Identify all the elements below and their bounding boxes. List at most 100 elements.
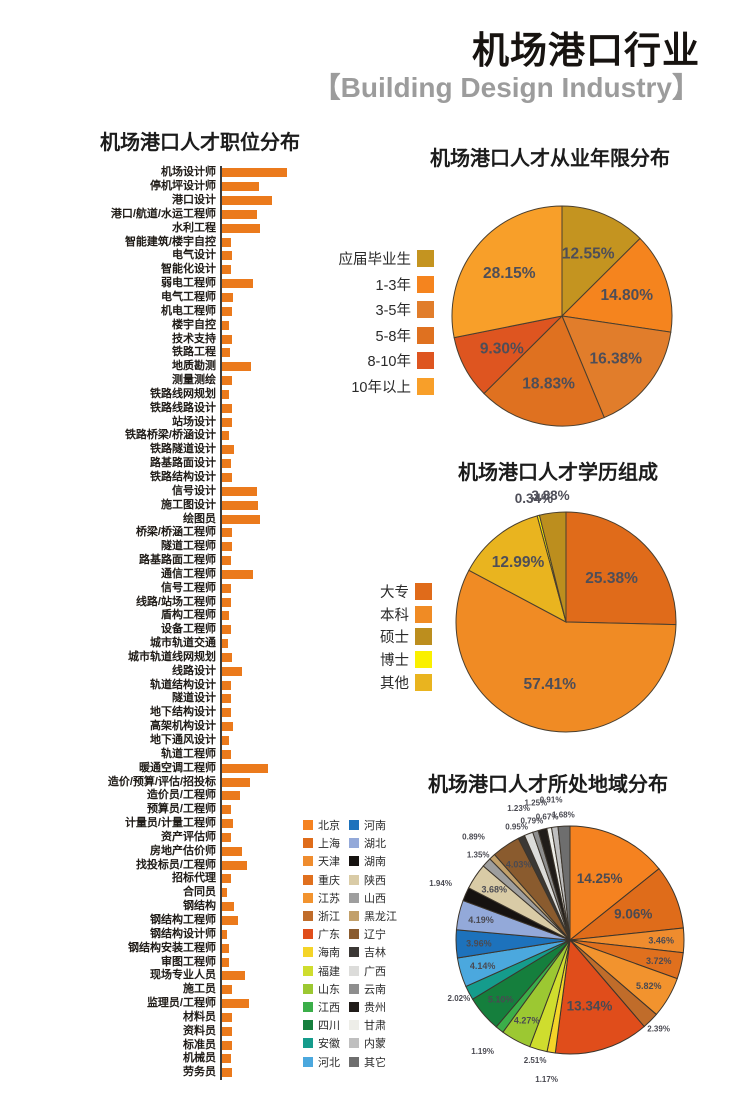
bar-label: 站场设计 [172,415,216,428]
bar [222,666,243,676]
bar-axis-area [220,539,318,554]
bar-label: 技术支持 [172,332,216,345]
legend-swatch [303,874,313,885]
bar [222,251,232,261]
legend-swatch [415,582,432,600]
bar-row: 设备工程师 [8,622,318,637]
bar-row: 电气工程师 [8,290,318,305]
legend-label: 硕士 [380,630,409,647]
legend-item: 湖南 [349,852,397,870]
bar-axis-area [220,318,318,333]
bar [222,348,230,358]
bar [222,860,247,870]
bar-label: 轨道结构设计 [150,678,216,691]
bar-axis-area [220,885,318,900]
bar-axis-area [220,650,318,665]
legend-column: 河南 湖北 湖南 陕西 山西 黑龙江 辽宁 吉林 广西 云南 贵州 甘肃 内蒙 其它 [349,816,397,1071]
legend-swatch [349,856,359,867]
pie-value-label: 1.25% [524,799,547,808]
bar-axis-area [220,927,318,942]
pie-value-label: 9.06% [614,907,652,922]
pie-value-label: 2.39% [647,1025,670,1034]
legend-item: 博士 [330,648,432,671]
experience-pie-title: 机场港口人才从业年限分布 [430,148,670,170]
bar-row: 铁路工程 [8,345,318,360]
bar-axis-area [220,179,318,194]
bar-row: 地下通风设计 [8,733,318,748]
bar-axis-area [220,622,318,637]
bar-label: 铁路线路设计 [150,401,216,414]
bar-axis-area [220,955,318,969]
legend-label: 陕西 [364,874,386,887]
pie-value-label: 1.17% [535,1075,558,1084]
bar-axis-area [220,830,318,845]
bar-label: 标准员 [183,1038,216,1051]
bar-row: 机场设计师 [8,166,318,180]
bar-label: 城市轨道线网规划 [128,650,216,663]
bar [222,265,232,275]
pie-slice [468,515,567,623]
bar-label: 房地产估价师 [150,844,216,857]
legend-label: 山东 [318,983,340,996]
legend-swatch [415,605,432,623]
bar-axis-area [220,332,318,346]
bar [222,1012,233,1022]
legend-swatch [303,1020,313,1031]
bar-label: 水利工程 [172,221,216,234]
pie-svg: 25.38% 57.41% 12.99% 0.34%3.88% [455,488,677,733]
bar [222,500,258,510]
bar [222,846,242,856]
pie-value-label: 4.14% [470,961,496,971]
legend-item: 安徽 [303,1034,340,1052]
bar-axis-area [220,595,318,609]
legend-label: 应届毕业生 [338,252,412,269]
legend-label: 内蒙 [364,1038,386,1051]
pie-slice [451,205,563,339]
bar-row: 预算员/工程师 [8,802,318,817]
legend-item: 8-10年 [322,348,434,374]
bar-row: 监理员/工程师 [8,996,318,1011]
legend-swatch [349,983,359,994]
pie-value-label: 12.55% [562,246,615,263]
pie-slice [560,237,673,333]
legend-label: 福建 [318,965,340,978]
education-pie-title: 机场港口人才学历组成 [458,462,658,484]
bar [222,431,230,441]
pie-svg: 14.25% 9.06% 3.46% 3.72% 5.82% 2.39% 13.34% 1.1… [429,796,685,1084]
legend-swatch [303,892,313,903]
legend-label: 吉林 [364,947,386,960]
bar-row: 城市轨道交通 [8,636,318,651]
bar [222,625,231,635]
bar-row: 钢结构设计师 [8,927,318,942]
bar-row: 机械员 [8,1052,318,1066]
bar-axis-area [220,982,318,997]
bar [222,334,232,344]
bar-label: 铁路桥梁/桥涵设计 [124,429,216,442]
bar [222,569,253,579]
bar-label: 高架机构设计 [150,720,216,733]
bar [222,472,233,482]
bar-axis-area [220,664,318,679]
bar-axis-area [220,470,318,485]
pie-value-label: 4.19% [468,915,494,925]
pie-value-label: 1.68% [552,811,575,820]
bar [222,168,287,178]
bar-row: 钢结构工程师 [8,913,318,928]
legend-swatch [417,250,434,268]
experience-pie-legend: 应届毕业生 1-3年 3-5年 5-8年 8-10年 10年以上 [322,246,434,399]
bar-row: 港口/航道/水运工程师 [8,207,318,222]
bar-row: 施工图设计 [8,498,318,513]
legend-label: 江苏 [318,892,340,905]
legend-swatch [303,1038,313,1049]
bar [222,957,229,967]
bar-axis-area [220,221,318,236]
bar-label: 暖通空调工程师 [139,761,216,774]
bar-label: 智能建筑/楼宇自控 [124,235,216,248]
legend-item: 河北 [303,1052,340,1070]
bar-label: 铁路线网规划 [150,387,216,400]
bar [222,556,231,566]
bar-axis-area [220,816,318,831]
legend-swatch [349,892,359,903]
bar-row: 招标代理 [8,872,318,886]
